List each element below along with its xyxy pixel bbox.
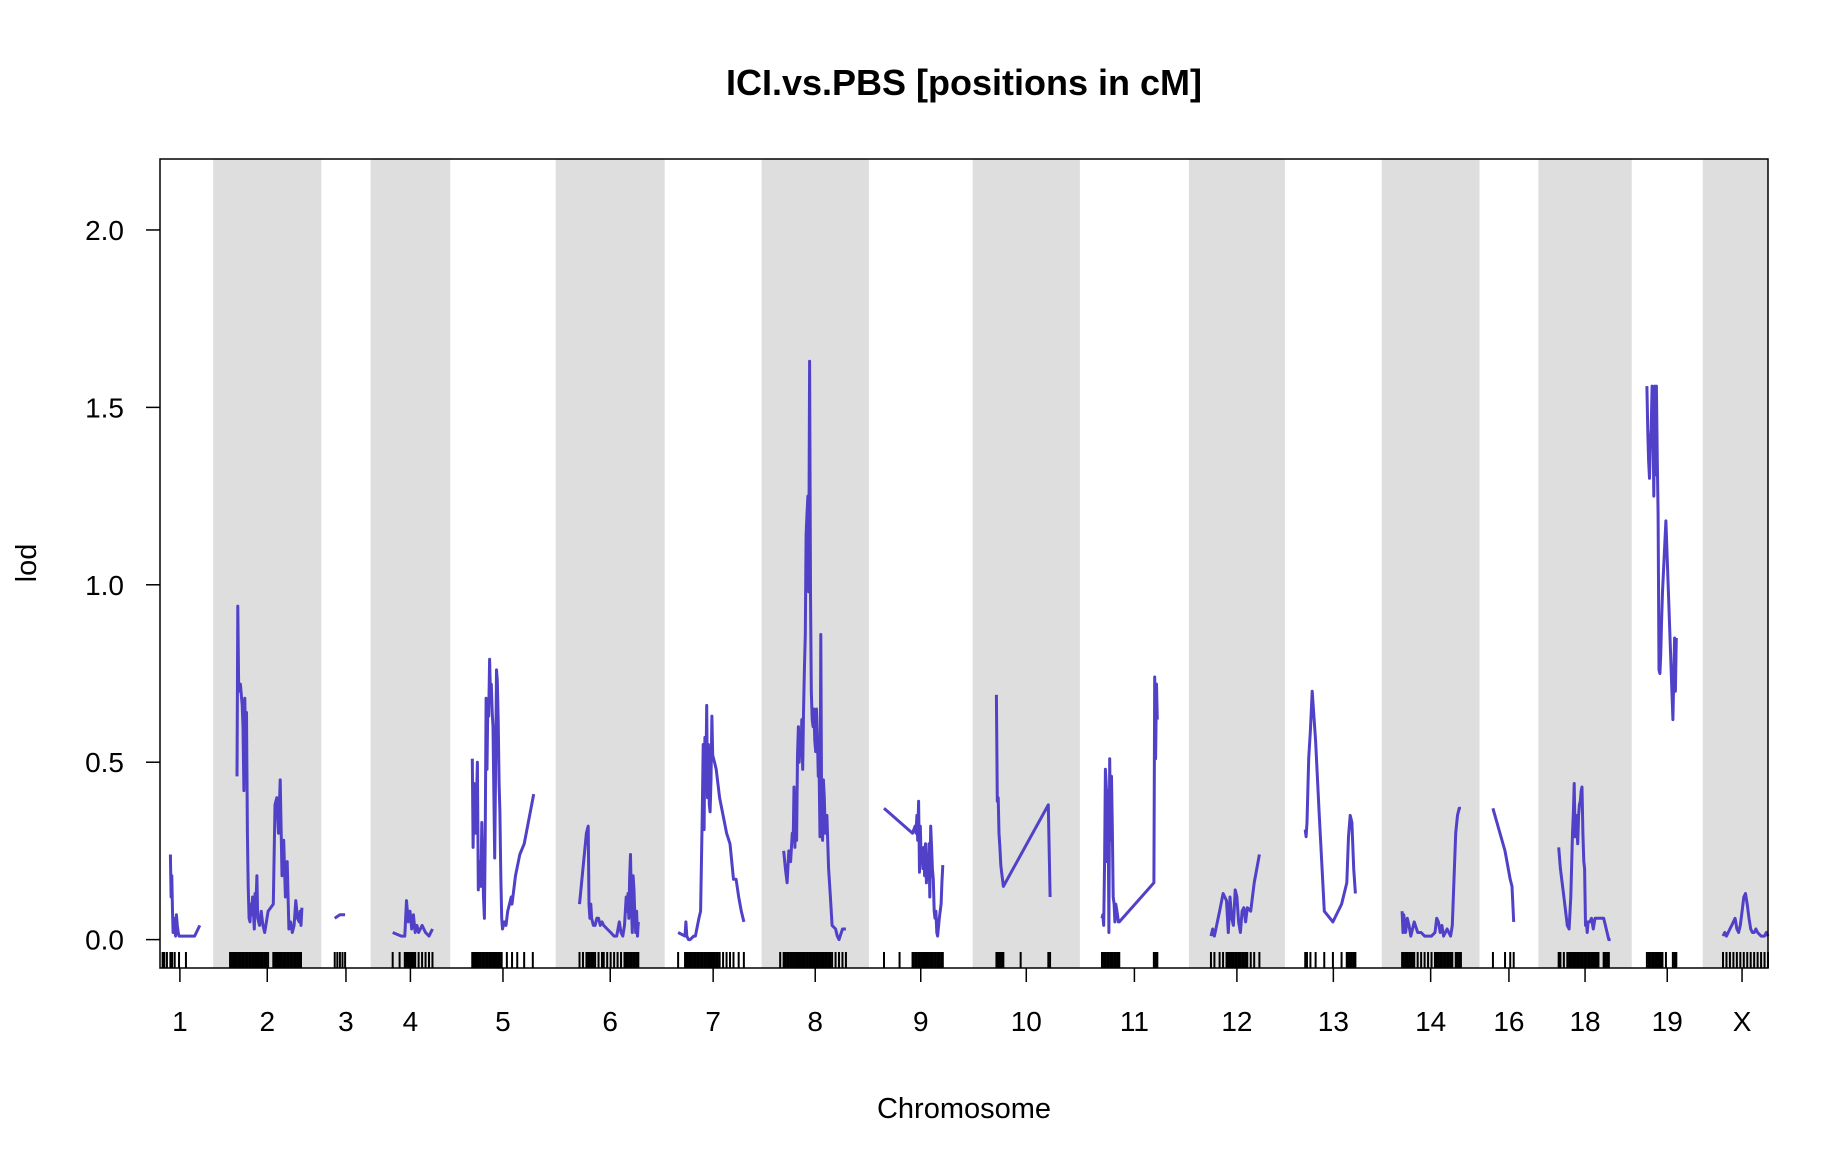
x-tick-label-chr-12: 12: [1221, 1006, 1252, 1037]
lod-curve-chr-4: [392, 899, 434, 938]
lod-curve-chr-8: [782, 359, 846, 942]
lod-curve-chr-10: [994, 694, 1052, 898]
x-tick-label-chr-4: 4: [403, 1006, 419, 1037]
x-axis: 1 2 3 4 5 6 7 8 9 10 11 12 13 14 16 18 19 X: [172, 968, 1752, 1037]
chromosome-band-6: [555, 159, 665, 968]
chromosome-band-14: [1381, 159, 1480, 968]
lod-curve-chr-6: [578, 824, 640, 938]
x-tick-label-chr-5: 5: [495, 1006, 511, 1037]
chromosome-band-8: [761, 159, 869, 968]
x-tick-label-chr-10: 10: [1011, 1006, 1042, 1037]
y-tick-label: 0.0: [85, 925, 124, 956]
plot-frame: [159, 158, 1769, 969]
x-axis-label: Chromosome: [877, 1093, 1051, 1125]
x-tick-label-chr-8: 8: [807, 1006, 823, 1037]
x-tick-label-chr-2: 2: [259, 1006, 275, 1037]
y-tick-label: 1.0: [85, 570, 124, 601]
x-tick-label-chr-7: 7: [705, 1006, 721, 1037]
y-axis-label: lod: [11, 544, 43, 583]
chromosome-band-10: [972, 159, 1080, 968]
lod-curve-chr-X: [1721, 892, 1770, 938]
chromosome-band-4: [370, 159, 451, 968]
x-tick-label-chr-19: 19: [1652, 1006, 1683, 1037]
chromosome-band-2: [213, 159, 322, 968]
y-tick-label: 2.0: [85, 215, 124, 246]
lod-curve-chr-12: [1209, 854, 1261, 938]
lod-curve-chr-14: [1400, 806, 1461, 938]
lod-curve-chr-13: [1303, 689, 1357, 924]
x-tick-label-chr-X: X: [1733, 1006, 1752, 1037]
lod-curve-chr-3: [333, 913, 346, 920]
lod-curve-chr-18: [1557, 782, 1611, 942]
marker-rug: [161, 952, 1769, 968]
y-tick-label: 1.5: [85, 392, 124, 423]
chart-title: ICI.vs.PBS [positions in cM]: [726, 62, 1202, 103]
chromosome-bands: [213, 159, 1768, 968]
lod-curve-chr-16: [1491, 807, 1516, 922]
chromosome-band-18: [1538, 159, 1632, 968]
lod-curve-chr-11: [1100, 675, 1159, 934]
x-tick-label-chr-1: 1: [172, 1006, 188, 1037]
lod-curves: [168, 359, 1770, 942]
lod-curve-chr-5: [470, 657, 536, 931]
lod-curve-chr-19: [1645, 384, 1678, 722]
chromosome-band-12: [1188, 159, 1285, 968]
lod-curve-chr-7: [677, 703, 746, 942]
x-tick-label-chr-3: 3: [338, 1006, 354, 1037]
chromosome-band-X: [1702, 159, 1768, 968]
x-tick-label-chr-9: 9: [913, 1006, 929, 1037]
x-tick-label-chr-6: 6: [602, 1006, 618, 1037]
x-tick-label-chr-18: 18: [1569, 1006, 1600, 1037]
lod-curve-chr-9: [883, 799, 945, 938]
y-axis: 0.0 0.5 1.0 1.5 2.0: [85, 215, 160, 956]
lod-curve-chr-2: [235, 604, 304, 934]
lod-curve-chr-1: [168, 854, 202, 938]
x-tick-label-chr-13: 13: [1318, 1006, 1349, 1037]
x-tick-label-chr-14: 14: [1415, 1006, 1446, 1037]
x-tick-label-chr-16: 16: [1493, 1006, 1524, 1037]
y-tick-label: 0.5: [85, 747, 124, 778]
x-tick-label-chr-11: 11: [1120, 1006, 1149, 1037]
